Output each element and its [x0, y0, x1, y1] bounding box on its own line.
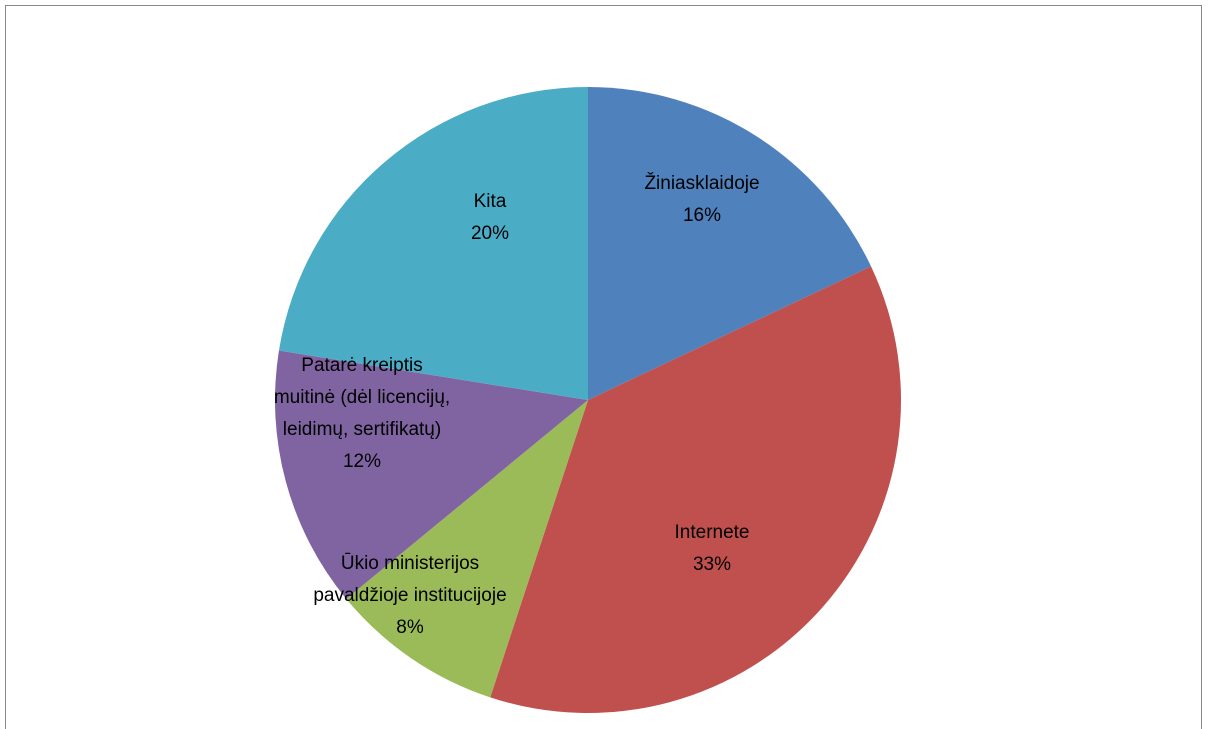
slice-label: Kita 20% [430, 186, 550, 250]
slice-label: Žiniasklaidoje 16% [602, 168, 802, 232]
slice-label: Patarė kreiptis muitinė (dėl licencijų, … [272, 350, 452, 478]
pie-slice [278, 87, 588, 400]
category-label: Žiniasklaidoje [644, 173, 760, 194]
pie-slice [588, 87, 872, 400]
value-label: 33% [692, 554, 732, 575]
slice-label: Internete 33% [632, 517, 792, 581]
value-label: 12% [342, 451, 382, 472]
category-label: Internete [674, 522, 750, 543]
value-label: 20% [470, 223, 510, 244]
category-label: Ūkio ministerijos pavaldžioje institucij… [313, 553, 507, 606]
category-label: Kita [473, 191, 507, 212]
pie-slice [346, 400, 588, 698]
pie-slice [490, 266, 901, 713]
slice-label: Ūkio ministerijos pavaldžioje institucij… [313, 548, 508, 644]
value-label: 16% [682, 205, 722, 226]
category-label: Patarė kreiptis muitinė (dėl licencijų, … [273, 355, 451, 440]
pie-slice [275, 350, 588, 599]
value-label: 8% [396, 617, 424, 638]
chart-frame [5, 5, 1202, 729]
